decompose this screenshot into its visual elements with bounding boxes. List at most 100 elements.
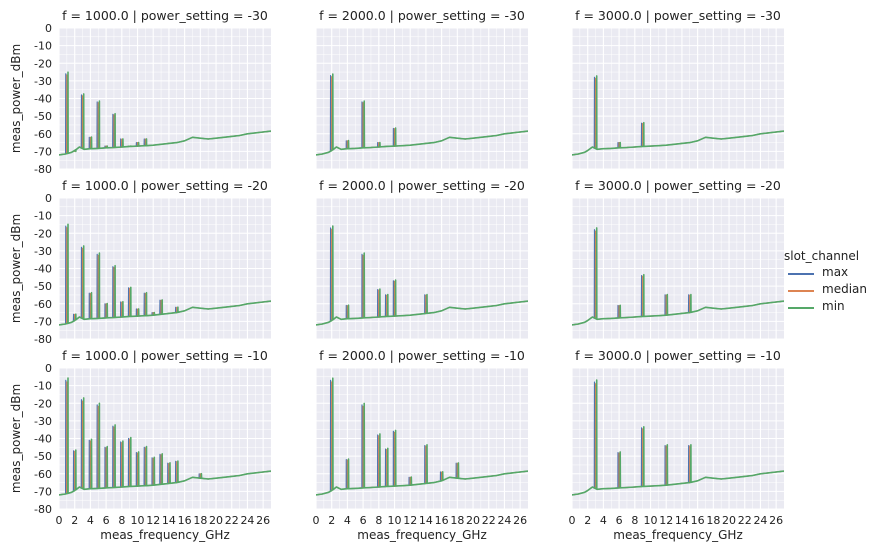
y-axis-label: meas_power_dBm <box>9 44 23 153</box>
y-tick-label: -30 <box>34 415 52 428</box>
y-tick-label: -50 <box>34 280 52 293</box>
x-tick-label: 16 <box>435 514 449 527</box>
legend-item-min: min <box>784 299 891 315</box>
x-tick-label: 12 <box>403 514 417 527</box>
series-group <box>572 227 784 326</box>
x-tick-label: 10 <box>644 514 658 527</box>
panel-title: f = 1000.0 | power_setting = -20 <box>62 178 268 193</box>
y-tick-label: -30 <box>34 75 52 88</box>
facet-panel: f = 1000.0 | power_setting = -30 0 -10 -20 -… <box>9 8 271 176</box>
x-tick-label: 4 <box>600 514 607 527</box>
x-tick-label: 4 <box>87 514 94 527</box>
x-tick-label: 18 <box>706 514 720 527</box>
panel-title: f = 1000.0 | power_setting = -10 <box>62 348 268 363</box>
y-tick-label: -70 <box>34 485 52 498</box>
x-tick-label: 6 <box>616 514 623 527</box>
x-tick-label: 2 <box>71 514 78 527</box>
series-line-min <box>572 227 784 326</box>
x-tick-label: 12 <box>659 514 673 527</box>
x-tick-label: 8 <box>375 514 382 527</box>
legend-item-max: max <box>784 265 891 281</box>
y-axis-label: meas_power_dBm <box>9 384 23 493</box>
series-line-min <box>572 75 784 156</box>
x-tick-label: 18 <box>193 514 207 527</box>
facet-panel: f = 1000.0 | power_setting = -20 0 -10 -20 -… <box>9 178 271 346</box>
series-line-min <box>59 377 271 496</box>
series-line-min <box>316 225 528 326</box>
panel-title: f = 2000.0 | power_setting = -20 <box>319 178 525 193</box>
x-axis-label: meas_frequency_GHz <box>613 528 743 542</box>
x-tick-label: 0 <box>313 514 320 527</box>
x-tick-label: 26 <box>256 514 270 527</box>
y-tick-label: -40 <box>34 93 52 106</box>
x-tick-label: 20 <box>209 514 223 527</box>
series-group <box>572 75 784 156</box>
x-tick-label: 8 <box>118 514 125 527</box>
y-tick-label: -70 <box>34 315 52 328</box>
x-tick-label: 26 <box>513 514 527 527</box>
x-tick-label: 16 <box>691 514 705 527</box>
x-tick-label: 6 <box>360 514 367 527</box>
panel-title: f = 3000.0 | power_setting = -30 <box>575 8 781 23</box>
y-tick-label: -70 <box>34 145 52 158</box>
y-tick-label: -20 <box>34 397 52 410</box>
x-tick-label: 26 <box>769 514 783 527</box>
series-group <box>316 73 528 156</box>
panel-title: f = 3000.0 | power_setting = -20 <box>575 178 781 193</box>
x-tick-label: 2 <box>584 514 591 527</box>
x-tick-label: 10 <box>131 514 145 527</box>
x-axis-label: meas_frequency_GHz <box>357 528 487 542</box>
x-tick-label: 8 <box>631 514 638 527</box>
legend-item-median: median <box>784 282 891 298</box>
series-line-min <box>316 377 528 496</box>
x-tick-label: 24 <box>753 514 767 527</box>
facet-panel: f = 1000.0 | power_setting = -10 0 -10 -20 -… <box>9 348 271 542</box>
series-line-min <box>59 71 271 156</box>
y-tick-label: -40 <box>34 263 52 276</box>
facet-panel: f = 3000.0 | power_setting = -100 2 4 6 8 10 1… <box>569 348 784 542</box>
facet-panel: f = 2000.0 | power_setting = -30 <box>315 8 528 170</box>
x-tick-label: 6 <box>103 514 110 527</box>
y-tick-label: -10 <box>34 210 52 223</box>
legend: slot_channel max median min <box>784 249 891 315</box>
x-tick-label: 18 <box>450 514 464 527</box>
y-tick-label: -10 <box>34 380 52 393</box>
x-tick-label: 14 <box>162 514 176 527</box>
y-tick-label: 0 <box>45 362 52 375</box>
facet-panel: f = 3000.0 | power_setting = -20 <box>571 178 784 340</box>
x-tick-label: 16 <box>178 514 192 527</box>
y-tick-label: -60 <box>34 128 52 141</box>
panel-title: f = 2000.0 | power_setting = -30 <box>319 8 525 23</box>
y-tick-label: -50 <box>34 110 52 123</box>
legend-swatch-min <box>788 307 814 309</box>
y-tick-label: -80 <box>34 503 52 516</box>
series-group <box>59 223 271 326</box>
y-tick-label: -50 <box>34 450 52 463</box>
y-tick-label: -30 <box>34 245 52 258</box>
x-tick-label: 4 <box>344 514 351 527</box>
y-axis-label: meas_power_dBm <box>9 214 23 323</box>
legend-label-max: max <box>822 265 849 279</box>
y-tick-label: -60 <box>34 298 52 311</box>
x-axis-label: meas_frequency_GHz <box>100 528 230 542</box>
series-line-min <box>59 223 271 326</box>
facet-panel: f = 2000.0 | power_setting = -20 <box>315 178 528 340</box>
y-tick-label: -20 <box>34 57 52 70</box>
y-tick-label: -60 <box>34 468 52 481</box>
series-group <box>572 379 784 496</box>
y-tick-label: -40 <box>34 433 52 446</box>
x-tick-label: 12 <box>146 514 160 527</box>
series-line-min <box>572 379 784 496</box>
panel-title: f = 2000.0 | power_setting = -10 <box>319 348 525 363</box>
x-tick-label: 14 <box>675 514 689 527</box>
x-tick-label: 22 <box>482 514 496 527</box>
x-tick-label: 22 <box>738 514 752 527</box>
legend-label-min: min <box>822 299 845 313</box>
x-tick-label: 0 <box>569 514 576 527</box>
legend-swatch-max <box>788 273 814 275</box>
series-group <box>59 71 271 156</box>
x-tick-label: 22 <box>225 514 239 527</box>
y-tick-label: 0 <box>45 192 52 205</box>
x-tick-label: 14 <box>419 514 433 527</box>
